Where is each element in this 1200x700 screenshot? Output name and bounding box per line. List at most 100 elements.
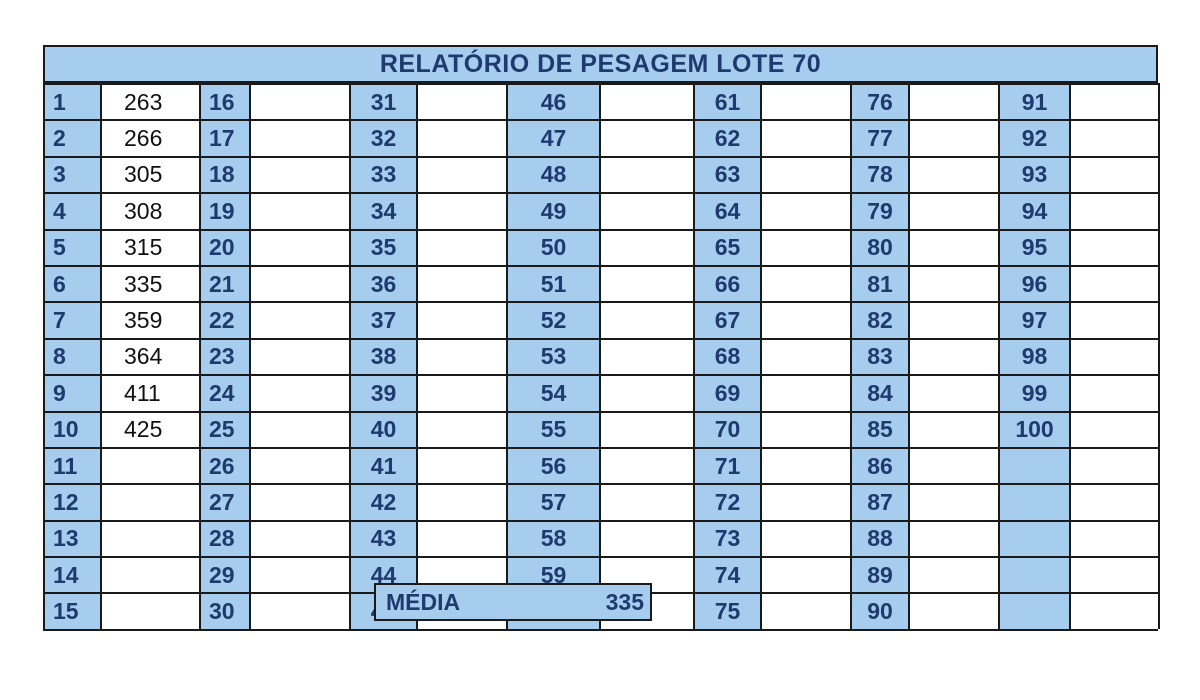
animal-number-cell: 12 — [45, 483, 102, 520]
animal-number-cell: 16 — [201, 83, 251, 120]
weight-value-cell: 425 — [102, 410, 201, 447]
animal-number-cell: 41 — [351, 446, 418, 484]
animal-number-cell: 26 — [201, 446, 251, 484]
weight-value-cell — [102, 556, 201, 593]
weight-value-cell — [251, 301, 351, 338]
animal-number-cell: 31 — [351, 83, 418, 120]
weight-value-cell — [1071, 228, 1160, 265]
weight-value-cell — [762, 556, 852, 593]
animal-number-cell: 100 — [1000, 410, 1071, 447]
weighing-report: RELATÓRIO DE PESAGEM LOTE 70 1 263 16 31 46 6… — [43, 45, 1160, 631]
animal-number-cell: 92 — [1000, 119, 1071, 156]
weight-value-cell — [418, 119, 508, 156]
animal-number-cell: 47 — [508, 119, 601, 156]
weight-value-cell — [601, 519, 695, 557]
weight-value-cell — [1071, 483, 1160, 520]
animal-number-cell: 81 — [852, 264, 910, 302]
animal-number-cell: 13 — [45, 519, 102, 557]
animal-number-cell: 74 — [695, 556, 762, 593]
animal-number-cell: 90 — [852, 592, 910, 629]
weight-value-cell — [1071, 337, 1160, 375]
animal-number-cell — [1000, 592, 1071, 629]
animal-number-cell: 28 — [201, 519, 251, 557]
animal-number-cell: 7 — [45, 301, 102, 338]
weight-value-cell — [762, 119, 852, 156]
animal-number-cell — [1000, 483, 1071, 520]
animal-number-cell: 73 — [695, 519, 762, 557]
weight-value-cell: 315 — [102, 228, 201, 265]
weight-value-cell — [418, 264, 508, 302]
animal-number-cell: 1 — [45, 83, 102, 120]
animal-number-cell: 48 — [508, 155, 601, 193]
weight-value-cell — [1071, 301, 1160, 338]
animal-number-cell — [1000, 446, 1071, 484]
weight-value-cell — [601, 374, 695, 411]
animal-number-cell: 5 — [45, 228, 102, 265]
animal-number-cell: 17 — [201, 119, 251, 156]
weight-value-cell — [102, 519, 201, 557]
weight-value-cell — [251, 592, 351, 629]
weight-value-cell — [251, 337, 351, 375]
animal-number-cell: 6 — [45, 264, 102, 302]
animal-number-cell: 27 — [201, 483, 251, 520]
weight-value-cell — [251, 83, 351, 120]
animal-number-cell: 9 — [45, 374, 102, 411]
weight-value-cell — [601, 264, 695, 302]
weight-value-cell — [910, 83, 1000, 120]
animal-number-cell: 15 — [45, 592, 102, 629]
weight-value-cell — [102, 483, 201, 520]
animal-number-cell: 57 — [508, 483, 601, 520]
animal-number-cell: 3 — [45, 155, 102, 193]
weight-value-cell — [910, 556, 1000, 593]
animal-number-cell: 32 — [351, 119, 418, 156]
weight-value-cell — [762, 228, 852, 265]
animal-number-cell: 70 — [695, 410, 762, 447]
animal-number-cell: 62 — [695, 119, 762, 156]
animal-number-cell: 89 — [852, 556, 910, 593]
animal-number-cell: 69 — [695, 374, 762, 411]
weight-value-cell — [418, 446, 508, 484]
weight-value-cell — [601, 155, 695, 193]
animal-number-cell: 46 — [508, 83, 601, 120]
weight-value-cell — [418, 192, 508, 229]
weight-value-cell — [910, 592, 1000, 629]
animal-number-cell: 76 — [852, 83, 910, 120]
weight-value-cell — [251, 155, 351, 193]
weight-value-cell — [762, 519, 852, 557]
weight-value-cell — [601, 410, 695, 447]
weight-value-cell — [910, 519, 1000, 557]
weight-value-cell — [601, 83, 695, 120]
weight-value-cell — [601, 446, 695, 484]
animal-number-cell: 2 — [45, 119, 102, 156]
weight-value-cell — [418, 519, 508, 557]
animal-number-cell: 10 — [45, 410, 102, 447]
animal-number-cell — [1000, 556, 1071, 593]
weight-value-cell — [910, 301, 1000, 338]
weight-value-cell — [1071, 83, 1160, 120]
animal-number-cell: 91 — [1000, 83, 1071, 120]
weight-value-cell: 266 — [102, 119, 201, 156]
animal-number-cell: 67 — [695, 301, 762, 338]
animal-number-cell: 88 — [852, 519, 910, 557]
animal-number-cell: 96 — [1000, 264, 1071, 302]
weight-value-cell — [762, 83, 852, 120]
animal-number-cell: 84 — [852, 374, 910, 411]
weight-value-cell — [910, 155, 1000, 193]
animal-number-cell: 58 — [508, 519, 601, 557]
animal-number-cell: 64 — [695, 192, 762, 229]
weight-value-cell — [251, 519, 351, 557]
animal-number-cell: 52 — [508, 301, 601, 338]
weight-value-cell — [762, 264, 852, 302]
weight-value-cell — [418, 337, 508, 375]
animal-number-cell: 83 — [852, 337, 910, 375]
animal-number-cell: 61 — [695, 83, 762, 120]
weight-value-cell — [601, 301, 695, 338]
animal-number-cell: 14 — [45, 556, 102, 593]
animal-number-cell: 95 — [1000, 228, 1071, 265]
weight-value-cell — [418, 228, 508, 265]
animal-number-cell: 99 — [1000, 374, 1071, 411]
average-label: MÉDIA — [386, 588, 461, 615]
weight-value-cell — [1071, 119, 1160, 156]
animal-number-cell: 50 — [508, 228, 601, 265]
weight-value-cell: 308 — [102, 192, 201, 229]
